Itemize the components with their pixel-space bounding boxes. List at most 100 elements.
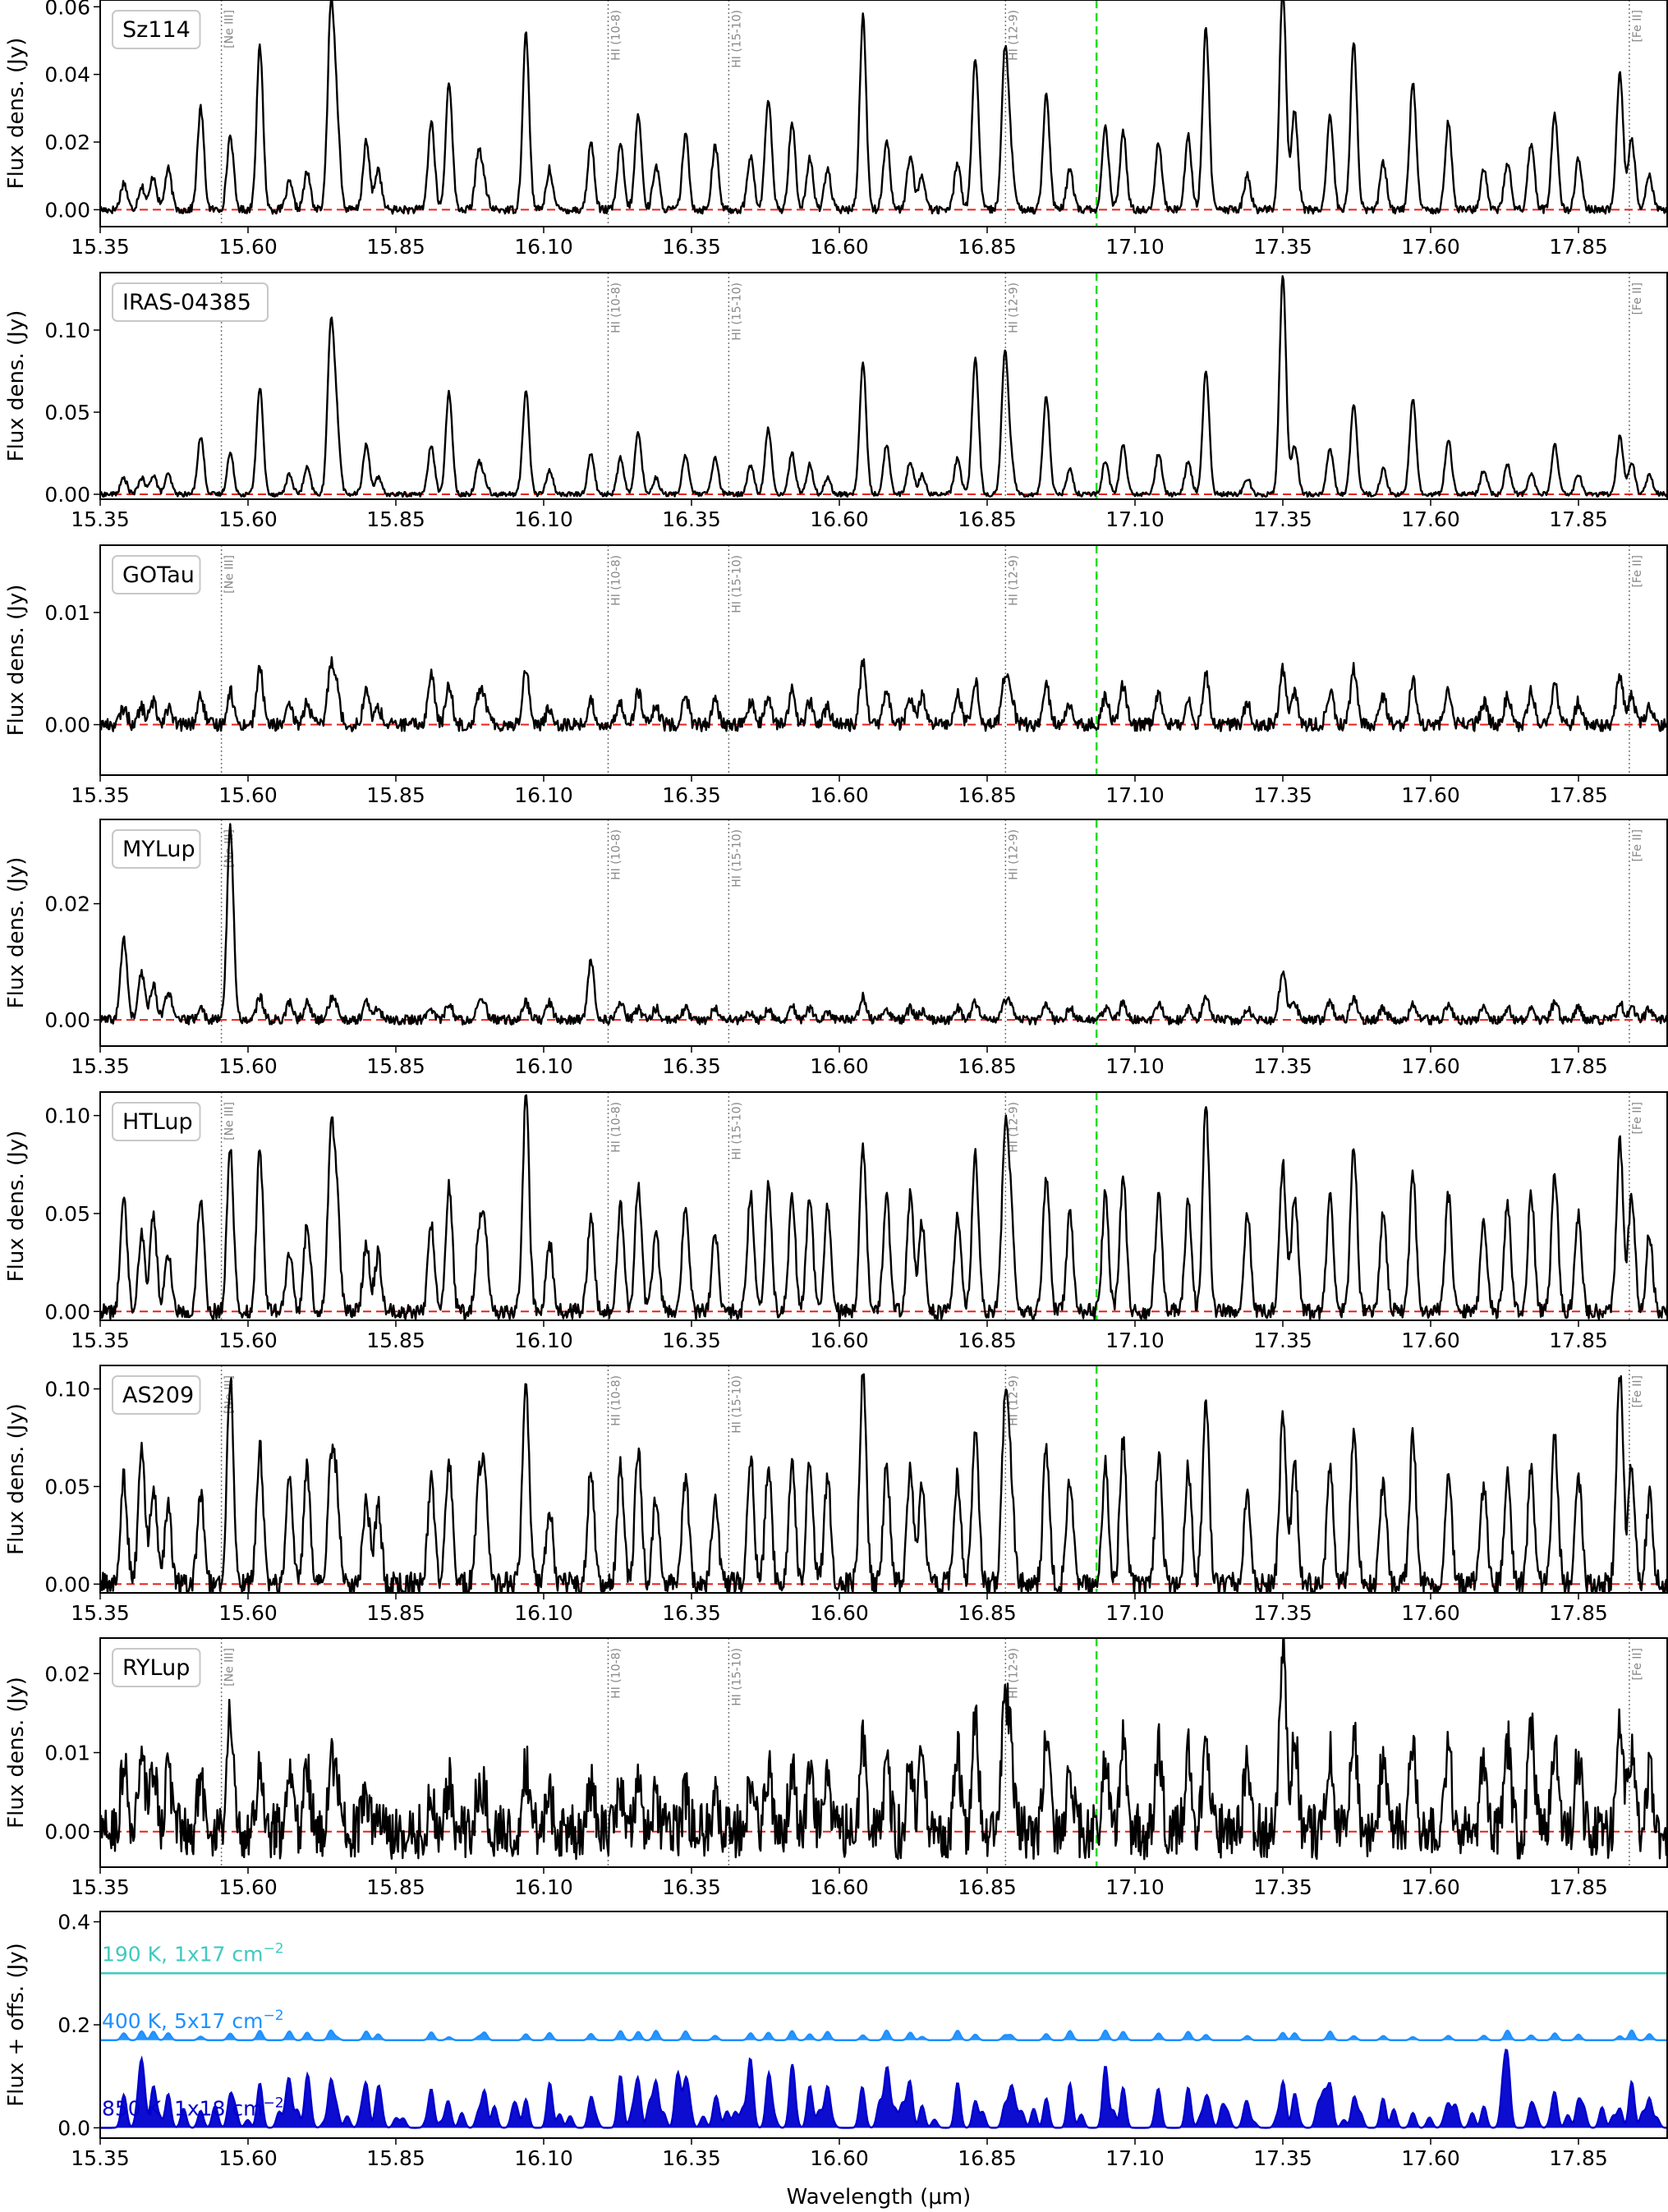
x-tick-label: 17.60 xyxy=(1401,235,1460,259)
x-tick-label: 17.35 xyxy=(1253,2146,1312,2170)
panel-models: 0.0 0.2 0.4 15.35 15.60 15.85 16.10 16.35 16.60 1… xyxy=(4,1911,1668,2170)
x-tick-label: 15.85 xyxy=(366,1329,425,1352)
y-tick-label: 0.02 xyxy=(44,131,90,154)
axes-frame xyxy=(99,1911,1668,2139)
legend-box xyxy=(112,10,201,49)
x-tick-label: 17.60 xyxy=(1401,1329,1460,1352)
x-tick-label: 16.35 xyxy=(662,783,721,807)
x-tick-label: 15.85 xyxy=(366,1601,425,1625)
x-tick-label: 15.85 xyxy=(366,1054,425,1078)
transition-label: HI (10-8) xyxy=(609,1375,623,1426)
spectrum-line xyxy=(100,275,1667,498)
model-line xyxy=(100,2029,1667,2042)
spectrum-line xyxy=(100,0,1667,215)
axes-frame xyxy=(99,0,1668,227)
x-tick-label: 16.60 xyxy=(810,1601,869,1625)
x-tick-label: 16.10 xyxy=(514,1875,573,1899)
star-marker xyxy=(783,2141,801,2157)
transition-label: [Fe II] xyxy=(1631,555,1644,588)
x-tick-label: 17.10 xyxy=(1105,1875,1165,1899)
x-tick-label: 16.35 xyxy=(662,1875,721,1899)
x-tick-label: 16.35 xyxy=(662,1601,721,1625)
x-tick-label: 15.35 xyxy=(71,1329,130,1352)
x-tick-label: 16.85 xyxy=(958,507,1017,531)
x-tick-label: 17.60 xyxy=(1401,507,1460,531)
x-tick-label: 17.85 xyxy=(1549,1054,1608,1078)
x-tick-label: 16.10 xyxy=(514,1329,573,1352)
x-tick-label: 15.35 xyxy=(71,235,130,259)
panel-title: IRAS-04385 xyxy=(122,290,251,315)
y-tick-label: 0.01 xyxy=(44,601,90,625)
y-tick-label: 0.10 xyxy=(44,1378,90,1402)
x-tick-label: 17.10 xyxy=(1105,1329,1165,1352)
model-label-exponent: −2 xyxy=(264,2095,284,2111)
x-tick-label: 16.60 xyxy=(810,235,869,259)
y-tick-label: 0.05 xyxy=(44,1202,90,1226)
y-axis-label: Flux dens. (Jy) xyxy=(4,857,29,1009)
y-tick-label: 0.02 xyxy=(44,893,90,916)
transition-label: [Fe II] xyxy=(1631,1102,1644,1135)
panel-title: Sz114 xyxy=(122,17,191,43)
x-tick-label: 16.60 xyxy=(810,1875,869,1899)
x-tick-label: 17.10 xyxy=(1105,235,1165,259)
x-tick-label: 15.60 xyxy=(218,235,278,259)
plot-area: [Ne III]HI (10-8)HI (15-10)HI (12-9)[Fe … xyxy=(100,1638,1667,1867)
model-label-exponent: −2 xyxy=(264,1940,284,1957)
x-tick-label: 15.35 xyxy=(71,2146,130,2170)
x-tick-label: 15.60 xyxy=(218,1875,278,1899)
y-tick-label: 0.00 xyxy=(44,714,90,737)
x-tick-label: 16.10 xyxy=(514,235,573,259)
transition-label: [Fe II] xyxy=(1631,1648,1644,1681)
model-fill xyxy=(100,2049,1667,2128)
y-axis-label: Flux dens. (Jy) xyxy=(4,310,29,462)
panel-AS209: 0.00 0.05 0.10 15.35 15.60 15.85 16.10 16.35 16.… xyxy=(4,1365,1668,1625)
x-tick-label: 17.60 xyxy=(1401,783,1460,807)
x-tick-label: 15.35 xyxy=(71,1054,130,1078)
y-tick-label: 0.02 xyxy=(44,1662,90,1686)
x-tick-label: 15.60 xyxy=(218,2146,278,2170)
x-tick-label: 15.35 xyxy=(71,783,130,807)
star-marker xyxy=(447,2141,464,2157)
legend-box xyxy=(112,1375,201,1415)
x-tick-label: 16.10 xyxy=(514,783,573,807)
x-tick-label: 16.85 xyxy=(958,1329,1017,1352)
x-tick-label: 16.35 xyxy=(662,1329,721,1352)
x-tick-label: 16.85 xyxy=(958,1054,1017,1078)
x-tick-label: 17.10 xyxy=(1105,507,1165,531)
panel-HTLup: 0.00 0.05 0.10 15.35 15.60 15.85 16.10 16.35 16.… xyxy=(4,1091,1668,1352)
transition-label: HI (10-8) xyxy=(609,555,623,606)
x-tick-label: 17.85 xyxy=(1549,1875,1608,1899)
transition-label: HI (15-10) xyxy=(730,829,743,888)
transition-label: [Fe II] xyxy=(1631,282,1644,315)
x-tick-label: 17.85 xyxy=(1549,235,1608,259)
y-tick-label: 0.06 xyxy=(44,0,90,19)
transition-label: HI (15-10) xyxy=(730,282,743,341)
transition-label: HI (12-9) xyxy=(1007,1102,1020,1153)
plot-area: [Ne III]HI (10-8)HI (15-10)HI (12-9)[Fe … xyxy=(100,1365,1667,1593)
y-tick-label: 0.00 xyxy=(44,198,90,222)
panel-GOTau: 0.00 0.01 15.35 15.60 15.85 16.10 16.35 16.60 16… xyxy=(4,544,1668,807)
transition-label: HI (10-8) xyxy=(609,1648,623,1699)
transition-label: [Ne III] xyxy=(223,1102,237,1140)
x-tick-label: 16.85 xyxy=(958,1875,1017,1899)
model-label: 400 K, 5x17 cm−2 xyxy=(102,2008,284,2033)
y-tick-label: 0.00 xyxy=(44,1820,90,1844)
y-tick-label: 0.01 xyxy=(44,1742,90,1765)
panel-title: RYLup xyxy=(122,1655,190,1681)
plot-area: [Ne III]HI (10-8)HI (15-10)HI (12-9)[Fe … xyxy=(100,0,1667,227)
x-tick-label: 17.85 xyxy=(1549,783,1608,807)
x-tick-label: 16.10 xyxy=(514,1601,573,1625)
x-tick-label: 15.35 xyxy=(71,1601,130,1625)
transition-label: [Ne III] xyxy=(223,555,237,594)
y-tick-label: 0.2 xyxy=(57,2013,90,2037)
x-tick-label: 16.10 xyxy=(514,2146,573,2170)
x-tick-label: 15.85 xyxy=(366,2146,425,2170)
y-axis-label: Flux dens. (Jy) xyxy=(4,38,29,190)
axes-frame xyxy=(99,1365,1668,1594)
transition-label: [Ne III] xyxy=(223,1648,237,1687)
x-tick-label: 17.10 xyxy=(1105,2146,1165,2170)
legend-box xyxy=(112,1648,201,1687)
model-label: 190 K, 1x17 cm−2 xyxy=(102,1940,284,1966)
x-tick-label: 16.85 xyxy=(958,2146,1017,2170)
